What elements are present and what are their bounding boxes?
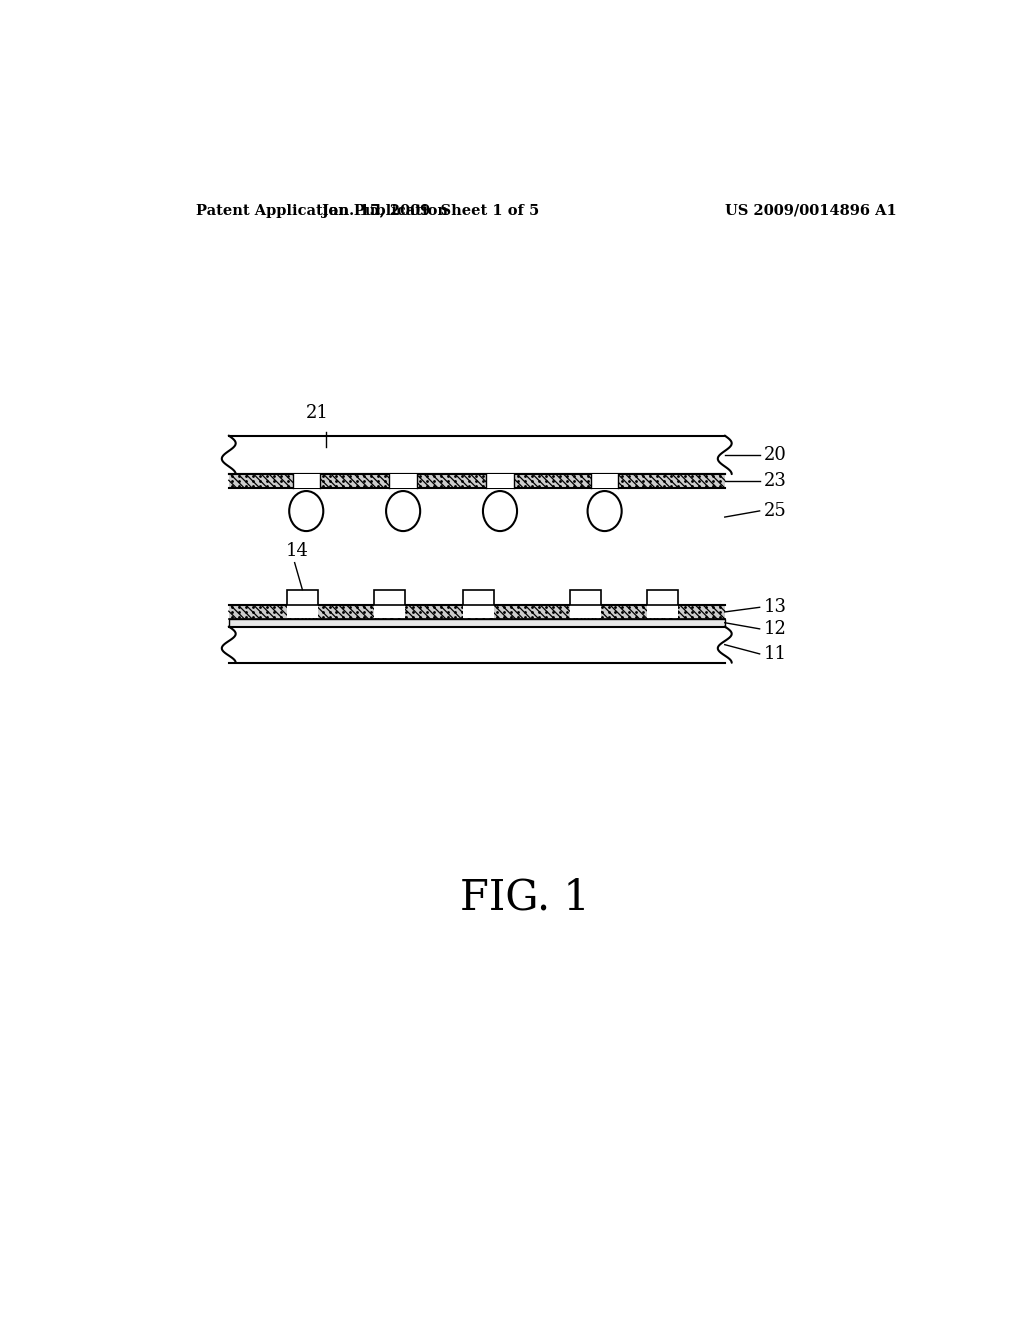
Polygon shape — [569, 606, 601, 619]
Ellipse shape — [483, 491, 517, 531]
Ellipse shape — [588, 491, 622, 531]
Ellipse shape — [386, 491, 420, 531]
Text: 20: 20 — [764, 446, 786, 463]
Polygon shape — [228, 474, 725, 488]
Polygon shape — [375, 606, 406, 619]
Polygon shape — [647, 590, 678, 605]
Polygon shape — [389, 474, 417, 487]
Text: 21: 21 — [306, 404, 329, 421]
Polygon shape — [591, 474, 618, 487]
Polygon shape — [287, 590, 317, 605]
Text: Patent Application Publication: Patent Application Publication — [197, 203, 449, 218]
Text: 23: 23 — [764, 473, 786, 490]
Polygon shape — [463, 606, 494, 619]
Text: 13: 13 — [764, 598, 786, 616]
Polygon shape — [287, 606, 317, 619]
Text: Jan. 15, 2009  Sheet 1 of 5: Jan. 15, 2009 Sheet 1 of 5 — [322, 203, 539, 218]
Polygon shape — [647, 606, 678, 619]
Polygon shape — [228, 619, 725, 627]
Polygon shape — [375, 590, 406, 605]
Ellipse shape — [289, 491, 324, 531]
Polygon shape — [486, 474, 514, 487]
Polygon shape — [463, 590, 494, 605]
Polygon shape — [569, 590, 601, 605]
Text: 14: 14 — [286, 543, 308, 560]
Polygon shape — [228, 436, 725, 474]
Polygon shape — [293, 474, 319, 487]
Text: 25: 25 — [764, 502, 786, 520]
Polygon shape — [228, 627, 725, 663]
Text: 11: 11 — [764, 645, 786, 663]
Text: FIG. 1: FIG. 1 — [460, 876, 590, 919]
Text: 12: 12 — [764, 620, 786, 638]
Polygon shape — [228, 605, 725, 619]
Text: US 2009/0014896 A1: US 2009/0014896 A1 — [725, 203, 896, 218]
